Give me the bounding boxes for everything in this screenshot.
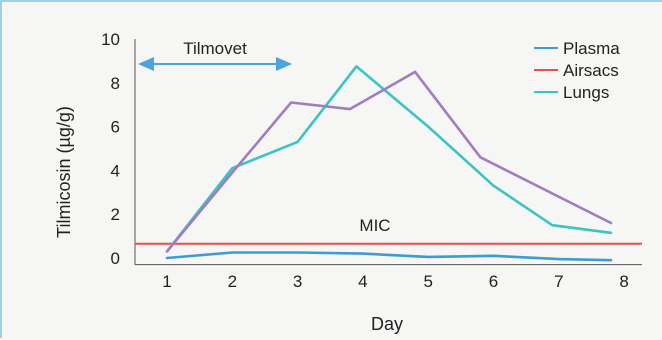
x-tick-label: 6 <box>489 272 498 291</box>
y-tick-label: 4 <box>111 161 120 180</box>
mic-label: MIC <box>359 216 390 235</box>
x-tick-label: 8 <box>619 272 628 291</box>
x-tick-label: 1 <box>162 272 171 291</box>
y-tick-label: 2 <box>111 205 120 224</box>
tilmovet-annotation: Tilmovet <box>138 39 292 71</box>
x-tick-label: 5 <box>423 272 432 291</box>
x-tick-label: 3 <box>293 272 302 291</box>
legend-label: Airsacs <box>563 61 619 80</box>
y-tick-label: 8 <box>111 74 120 93</box>
annotation-arrow-left-head <box>138 57 154 71</box>
axes <box>134 39 642 266</box>
legend: Plasma Airsacs Lungs <box>534 39 620 102</box>
legend-label: Lungs <box>563 83 609 102</box>
legend-label: Plasma <box>563 39 620 58</box>
series-line-3 <box>165 70 613 253</box>
y-axis-title: Tilmicosin (µg/g) <box>54 106 74 238</box>
mic-reference: MIC <box>135 216 642 245</box>
y-tick-label: 10 <box>101 30 120 49</box>
annotation-label: Tilmovet <box>183 39 247 58</box>
x-axis-title: Day <box>371 314 403 334</box>
x-tick-label: 7 <box>554 272 563 291</box>
annotation-arrow-right-head <box>276 57 292 71</box>
y-tick-label: 6 <box>111 118 120 137</box>
x-tick-label: 4 <box>358 272 367 291</box>
plasma-series-line <box>165 251 613 262</box>
series-lines <box>165 65 613 262</box>
x-tick-label: 2 <box>228 272 237 291</box>
y-tick-label: 0 <box>111 249 120 268</box>
lungs-series-line <box>165 65 613 253</box>
